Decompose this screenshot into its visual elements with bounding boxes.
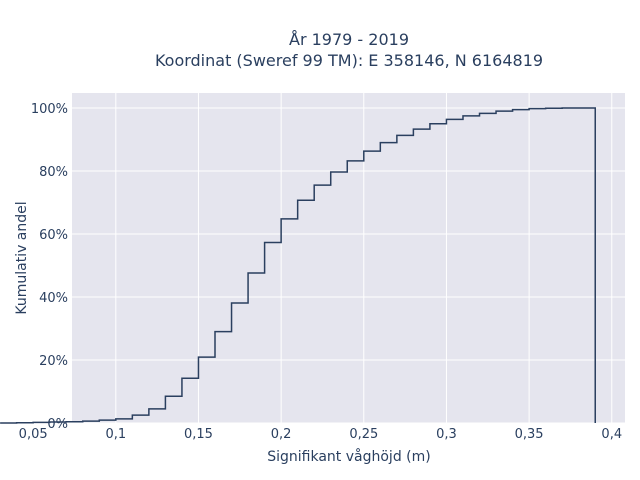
y-tick-label: 100% xyxy=(31,102,68,117)
y-tick-label: 0% xyxy=(47,417,68,432)
series-layer xyxy=(0,107,596,424)
x-axis-title: Signifikant våghöjd (m) xyxy=(267,448,430,465)
y-tick-label: 60% xyxy=(39,228,68,243)
x-tick-label: 0,2 xyxy=(271,427,292,442)
x-tick-label: 0,1 xyxy=(105,427,126,442)
chart-title-line-2: Koordinat (Sweref 99 TM): E 358146, N 61… xyxy=(155,51,543,70)
x-tick-label: 0,25 xyxy=(349,427,378,442)
x-tick-label: 0,05 xyxy=(19,427,48,442)
x-gridlines xyxy=(115,93,613,423)
x-tick-label: 0,15 xyxy=(184,427,213,442)
y-tick-label: 80% xyxy=(39,165,68,180)
x-tick-label: 0,4 xyxy=(601,427,622,442)
y-tick-label: 40% xyxy=(39,291,68,306)
x-tick-labels: 0,05 0,1 0,15 0,2 0,25 0,3 0,35 0,4 xyxy=(19,427,622,442)
x-tick-label: 0,3 xyxy=(436,427,457,442)
plot-area xyxy=(72,93,625,423)
y-tick-labels: 0% 20% 40% 60% 80% 100% xyxy=(31,102,68,432)
cdf-step-line xyxy=(0,107,596,424)
x-tick-label: 0,35 xyxy=(515,427,544,442)
y-tick-label: 20% xyxy=(39,354,68,369)
chart-title-line-1: År 1979 - 2019 xyxy=(289,30,409,49)
y-axis-title: Kumulativ andel xyxy=(14,201,30,314)
